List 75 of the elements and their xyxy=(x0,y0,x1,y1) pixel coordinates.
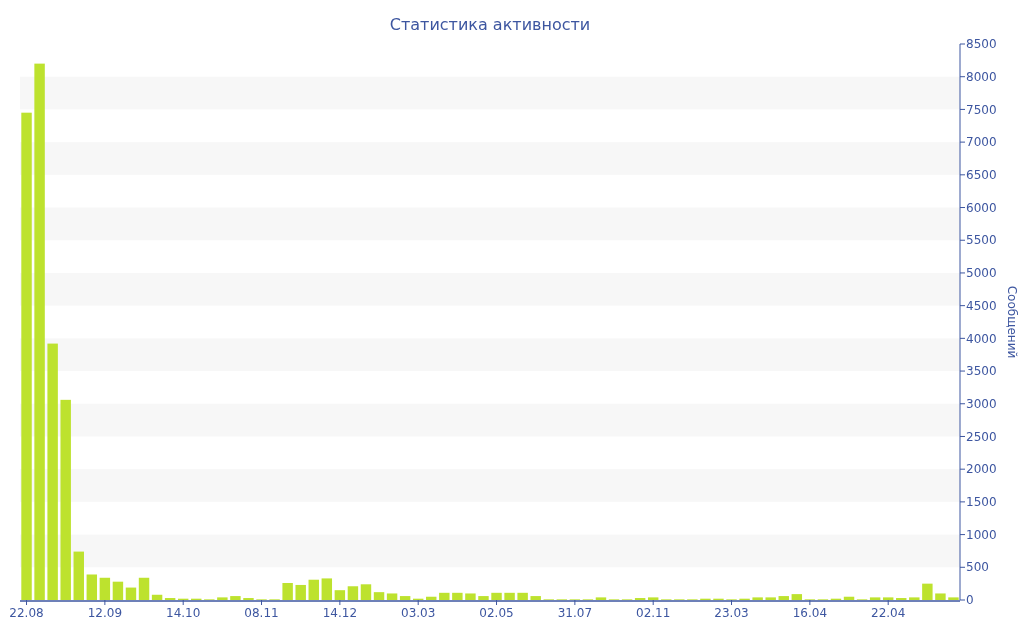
x-tick-label: 03.03 xyxy=(401,606,436,620)
y-tick-label: 4000 xyxy=(966,331,997,346)
bar xyxy=(439,592,450,600)
bar xyxy=(282,582,293,600)
bar xyxy=(491,592,502,600)
bar xyxy=(948,597,959,600)
bar xyxy=(125,587,137,600)
bar xyxy=(922,583,933,600)
bar xyxy=(452,592,463,600)
x-tick-label: 31.07 xyxy=(557,606,593,620)
bar xyxy=(47,343,58,600)
bar xyxy=(530,596,541,600)
bar xyxy=(230,596,241,600)
y-tick-label: 6500 xyxy=(966,168,997,183)
y-tick-label: 5500 xyxy=(966,233,997,248)
bar xyxy=(647,597,659,600)
bar xyxy=(595,597,607,600)
bar xyxy=(360,584,372,600)
bar xyxy=(73,551,84,600)
x-tick-label: 22.08 xyxy=(9,606,44,620)
bar xyxy=(86,574,98,600)
y-tick-label: 0 xyxy=(966,593,974,608)
y-tick-label: 3000 xyxy=(966,396,997,411)
x-tick-label: 14.12 xyxy=(322,606,358,620)
chart-title: Статистика активности xyxy=(389,15,591,34)
y-tick-label: 4500 xyxy=(966,298,997,313)
bar xyxy=(478,596,489,600)
bar xyxy=(935,593,946,600)
y-tick-label: 5000 xyxy=(966,266,997,281)
x-tick-label: 02.11 xyxy=(636,606,671,620)
bar xyxy=(399,596,411,600)
y-tick-label: 2000 xyxy=(966,462,997,477)
bar xyxy=(308,579,319,600)
x-tick-label: 16.04 xyxy=(792,606,828,620)
y-tick-label: 7500 xyxy=(966,102,997,117)
x-tick-label: 02.05 xyxy=(479,606,514,620)
bar xyxy=(99,577,111,600)
bar xyxy=(909,597,920,600)
bar xyxy=(334,590,346,600)
bar xyxy=(752,597,763,600)
y-tick-label: 6000 xyxy=(966,200,997,215)
x-tick-label: 08.11 xyxy=(244,606,279,620)
bar xyxy=(373,592,385,600)
bar xyxy=(151,594,163,600)
y-tick-label: 1500 xyxy=(966,495,997,510)
x-tick-label: 23.03 xyxy=(714,606,749,620)
bar xyxy=(112,581,124,600)
bar xyxy=(765,597,776,600)
bar xyxy=(778,596,789,600)
x-tick-label: 14.10 xyxy=(166,606,201,620)
bar xyxy=(321,578,333,600)
bar xyxy=(138,577,150,600)
y-tick-label: 500 xyxy=(966,560,989,575)
bar xyxy=(386,593,398,600)
bar xyxy=(791,594,803,600)
y-tick-label: 7000 xyxy=(966,135,997,150)
y-tick-label: 2500 xyxy=(966,429,997,444)
y-tick-label: 3500 xyxy=(966,364,997,379)
x-tick-label: 22.04 xyxy=(871,606,906,620)
bar xyxy=(34,63,45,600)
bar xyxy=(347,586,359,600)
bar xyxy=(217,597,228,600)
bar xyxy=(60,399,71,600)
bar xyxy=(504,592,515,600)
bar xyxy=(295,584,306,600)
y-tick-label: 1000 xyxy=(966,527,997,542)
bar xyxy=(21,112,32,600)
y-tick-label: 8500 xyxy=(966,37,997,52)
bar xyxy=(869,597,881,600)
bar xyxy=(465,593,476,600)
x-tick-label: 12.09 xyxy=(87,606,123,620)
bar xyxy=(882,597,894,600)
y-axis-title: Сообщений xyxy=(1005,285,1019,359)
y-tick-label: 8000 xyxy=(966,69,997,84)
bar xyxy=(517,592,528,600)
